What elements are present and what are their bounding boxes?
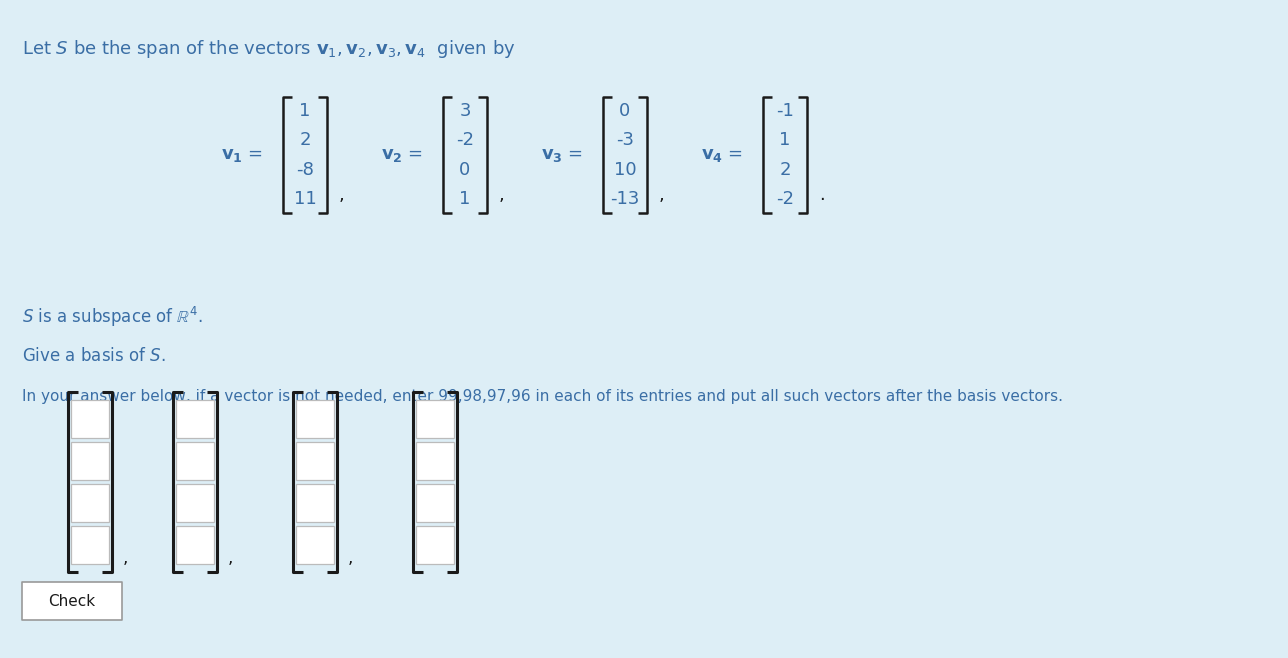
Text: $\mathbf{v_1}$ =: $\mathbf{v_1}$ = bbox=[222, 146, 263, 164]
Text: -3: -3 bbox=[616, 131, 634, 149]
Text: 2: 2 bbox=[779, 161, 791, 179]
Text: ,: , bbox=[348, 549, 353, 567]
Text: 3: 3 bbox=[460, 102, 470, 120]
Text: 0: 0 bbox=[460, 161, 470, 179]
Bar bbox=[416, 442, 453, 480]
Text: 1: 1 bbox=[779, 131, 791, 149]
Text: 2: 2 bbox=[299, 131, 310, 149]
Text: 1: 1 bbox=[299, 102, 310, 120]
Bar bbox=[71, 442, 109, 480]
Text: 0: 0 bbox=[620, 102, 631, 120]
Text: ,: , bbox=[659, 186, 665, 204]
Text: Check: Check bbox=[49, 594, 95, 609]
Bar bbox=[296, 400, 334, 438]
Text: .: . bbox=[819, 186, 824, 204]
Text: $\mathbf{v_2}$ =: $\mathbf{v_2}$ = bbox=[381, 146, 422, 164]
Text: 1: 1 bbox=[460, 190, 470, 208]
Bar bbox=[296, 442, 334, 480]
Bar bbox=[176, 526, 214, 564]
Bar bbox=[296, 484, 334, 522]
Text: -2: -2 bbox=[456, 131, 474, 149]
Bar bbox=[416, 526, 453, 564]
Bar bbox=[176, 400, 214, 438]
Text: $\mathbf{v_4}$ =: $\mathbf{v_4}$ = bbox=[701, 146, 743, 164]
Text: Let $\mathit{S}$ be the span of the vectors $\mathbf{v}_1, \mathbf{v}_2, \mathbf: Let $\mathit{S}$ be the span of the vect… bbox=[22, 38, 515, 60]
Text: ,: , bbox=[228, 549, 233, 567]
Text: $\mathbf{v_3}$ =: $\mathbf{v_3}$ = bbox=[541, 146, 583, 164]
Text: 11: 11 bbox=[294, 190, 317, 208]
Text: In your answer below, if a vector is not needed, enter 99,98,97,96 in each of it: In your answer below, if a vector is not… bbox=[22, 389, 1063, 404]
Bar bbox=[71, 484, 109, 522]
Bar bbox=[296, 526, 334, 564]
Bar bbox=[71, 400, 109, 438]
Text: 10: 10 bbox=[613, 161, 636, 179]
Bar bbox=[71, 526, 109, 564]
Text: -1: -1 bbox=[777, 102, 793, 120]
Text: ,: , bbox=[498, 186, 505, 204]
Bar bbox=[416, 400, 453, 438]
Bar bbox=[176, 442, 214, 480]
Bar bbox=[416, 484, 453, 522]
Text: -2: -2 bbox=[775, 190, 793, 208]
Text: ,: , bbox=[122, 549, 129, 567]
Text: -13: -13 bbox=[611, 190, 640, 208]
Text: Give a basis of $\mathit{S}$.: Give a basis of $\mathit{S}$. bbox=[22, 347, 166, 365]
Text: -8: -8 bbox=[296, 161, 314, 179]
Text: $\mathit{S}$ is a subspace of $\mathbb{R}^4$.: $\mathit{S}$ is a subspace of $\mathbb{R… bbox=[22, 305, 202, 329]
Text: ,: , bbox=[339, 186, 345, 204]
Bar bbox=[176, 484, 214, 522]
Bar bbox=[22, 582, 122, 620]
